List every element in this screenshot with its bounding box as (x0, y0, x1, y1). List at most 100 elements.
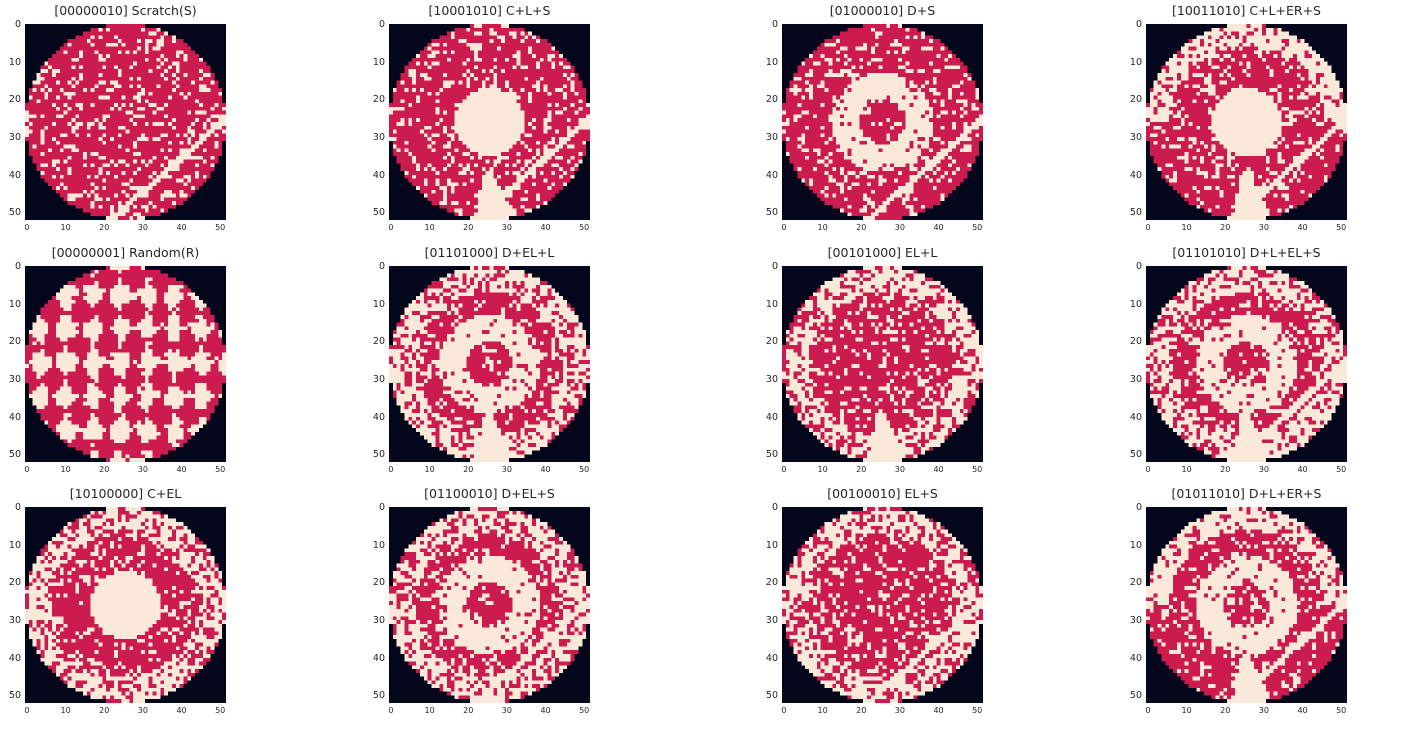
x-tick-label: 40 (1293, 465, 1313, 474)
y-tick-label: 30 (760, 132, 778, 143)
y-tick-label: 10 (367, 299, 385, 310)
x-tick-label: 50 (967, 706, 987, 715)
wafer-map-image (25, 24, 226, 220)
y-tick-label: 20 (367, 94, 385, 105)
y-tick-label: 0 (3, 502, 21, 513)
y-tick-label: 0 (760, 19, 778, 30)
y-tick-label: 20 (1124, 94, 1142, 105)
panel-title: [01101010] D+L+EL+S (1172, 245, 1320, 260)
x-tick-label: 30 (497, 223, 517, 232)
y-tick-label: 10 (760, 299, 778, 310)
y-tick-label: 30 (367, 132, 385, 143)
x-tick-label: 10 (56, 706, 76, 715)
y-tick-label: 10 (1124, 540, 1142, 551)
y-tick-label: 50 (1124, 207, 1142, 218)
y-tick-label: 0 (3, 19, 21, 30)
x-tick-label: 10 (420, 706, 440, 715)
y-tick-label: 50 (367, 690, 385, 701)
y-tick-label: 10 (3, 299, 21, 310)
y-tick-label: 30 (760, 615, 778, 626)
y-tick-label: 30 (1124, 374, 1142, 385)
x-tick-label: 0 (17, 465, 37, 474)
x-tick-label: 20 (1215, 223, 1235, 232)
x-tick-label: 50 (967, 465, 987, 474)
x-tick-label: 50 (574, 223, 594, 232)
panel-title: [01101000] D+EL+L (425, 245, 555, 260)
panel-title: [01100010] D+EL+S (424, 486, 555, 501)
x-tick-label: 50 (1331, 223, 1351, 232)
x-tick-label: 50 (967, 223, 987, 232)
y-tick-label: 20 (760, 336, 778, 347)
wafer-map-image (782, 507, 983, 703)
y-tick-label: 10 (1124, 299, 1142, 310)
y-tick-label: 50 (3, 690, 21, 701)
x-tick-label: 50 (210, 465, 230, 474)
panel-title: [00000001] Random(R) (52, 245, 200, 260)
x-tick-label: 20 (94, 223, 114, 232)
wafer-map-image (1146, 24, 1347, 220)
x-tick-label: 50 (1331, 465, 1351, 474)
y-tick-label: 40 (367, 170, 385, 181)
x-tick-label: 50 (210, 223, 230, 232)
panel-title: [00000010] Scratch(S) (54, 3, 196, 18)
x-tick-label: 30 (1254, 465, 1274, 474)
x-tick-label: 30 (1254, 223, 1274, 232)
x-tick-label: 10 (56, 223, 76, 232)
x-tick-label: 20 (851, 706, 871, 715)
y-tick-label: 30 (760, 374, 778, 385)
x-tick-label: 0 (774, 465, 794, 474)
y-tick-label: 0 (367, 19, 385, 30)
x-tick-label: 20 (1215, 465, 1235, 474)
y-tick-label: 20 (1124, 336, 1142, 347)
y-tick-label: 20 (367, 336, 385, 347)
x-tick-label: 0 (381, 465, 401, 474)
x-tick-label: 20 (851, 223, 871, 232)
x-tick-label: 30 (890, 706, 910, 715)
wafer-map-image (782, 24, 983, 220)
x-tick-label: 40 (929, 223, 949, 232)
y-tick-label: 10 (760, 57, 778, 68)
y-tick-label: 10 (367, 540, 385, 551)
x-tick-label: 10 (1177, 706, 1197, 715)
x-tick-label: 10 (813, 465, 833, 474)
x-tick-label: 0 (17, 706, 37, 715)
x-tick-label: 20 (458, 465, 478, 474)
y-tick-label: 0 (367, 502, 385, 513)
y-tick-label: 40 (1124, 412, 1142, 423)
y-tick-label: 40 (3, 170, 21, 181)
y-tick-label: 30 (3, 615, 21, 626)
y-tick-label: 0 (367, 261, 385, 272)
y-tick-label: 20 (367, 577, 385, 588)
x-tick-label: 20 (458, 706, 478, 715)
x-tick-label: 0 (17, 223, 37, 232)
x-tick-label: 10 (420, 465, 440, 474)
x-tick-label: 40 (172, 465, 192, 474)
x-tick-label: 40 (929, 465, 949, 474)
y-tick-label: 20 (3, 577, 21, 588)
y-tick-label: 50 (367, 207, 385, 218)
panel-title: [00101000] EL+L (828, 245, 938, 260)
y-tick-label: 40 (3, 653, 21, 664)
x-tick-label: 20 (1215, 706, 1235, 715)
y-tick-label: 50 (760, 207, 778, 218)
x-tick-label: 40 (1293, 223, 1313, 232)
wafer-map-image (1146, 266, 1347, 462)
x-tick-label: 20 (458, 223, 478, 232)
x-tick-label: 40 (536, 223, 556, 232)
wafer-map-image (389, 266, 590, 462)
y-tick-label: 0 (3, 261, 21, 272)
panel-title: [00100010] EL+S (827, 486, 938, 501)
y-tick-label: 40 (1124, 653, 1142, 664)
x-tick-label: 40 (536, 465, 556, 474)
y-tick-label: 40 (367, 653, 385, 664)
y-tick-label: 0 (1124, 502, 1142, 513)
y-tick-label: 10 (367, 57, 385, 68)
y-tick-label: 50 (760, 449, 778, 460)
x-tick-label: 30 (133, 465, 153, 474)
panel-title: [10001010] C+L+S (429, 3, 551, 18)
x-tick-label: 10 (56, 465, 76, 474)
y-tick-label: 30 (367, 615, 385, 626)
x-tick-label: 30 (1254, 706, 1274, 715)
x-tick-label: 0 (1138, 465, 1158, 474)
y-tick-label: 20 (760, 94, 778, 105)
